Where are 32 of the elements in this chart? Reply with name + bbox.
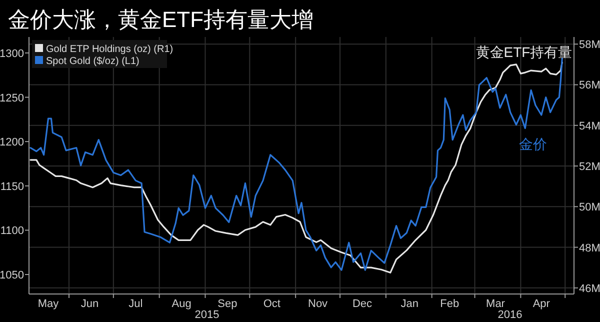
y-tick-label: 1150 — [0, 180, 24, 193]
x-tick-label: Oct — [263, 298, 280, 310]
x-tick-label: Feb — [440, 298, 460, 310]
x-tick-label: Nov — [308, 298, 328, 310]
y2-tick-label: 56M — [579, 80, 600, 92]
x-tick-label: Jan — [400, 298, 418, 310]
text: 2016 — [498, 309, 522, 321]
y-tick-label: 1300 — [0, 48, 24, 60]
y2-tick-label: 46M — [579, 282, 600, 295]
x-tick-label: Jul — [128, 298, 143, 310]
text: 2015 — [194, 309, 220, 321]
chart-title: 金价大涨，黄金ETF持有量大增 — [8, 7, 314, 32]
y2-tick-label: 54M — [579, 120, 600, 132]
y2-tick-label: 58M — [579, 39, 600, 52]
y2-tick-label: 52M — [579, 161, 600, 174]
x-tick-label: Mar — [486, 298, 506, 310]
y-tick-label: 1100 — [0, 225, 24, 238]
x-tick-label: Aug — [172, 298, 192, 310]
x-tick-label: Apr — [532, 298, 550, 310]
x-tick-label: Sep — [218, 298, 238, 310]
y2-tick-label: 50M — [579, 202, 600, 214]
legend-label: Gold ETP Holdings (oz) (R1) — [46, 44, 174, 55]
x-tick-label: Dec — [352, 298, 372, 310]
x-tick-label: May — [38, 298, 60, 310]
annotation: 金价 — [519, 136, 547, 152]
x-tick-label: Jun — [80, 298, 99, 310]
y-tick-label: 1250 — [0, 92, 24, 104]
y-tick-label: 1200 — [0, 136, 24, 149]
y2-tick-label: 48M — [579, 242, 600, 254]
annotation: 黄金ETF持有量 — [476, 44, 572, 60]
legend-label: Spot Gold ($/oz) (L1) — [46, 56, 140, 67]
y-tick-label: 1050 — [0, 270, 24, 282]
